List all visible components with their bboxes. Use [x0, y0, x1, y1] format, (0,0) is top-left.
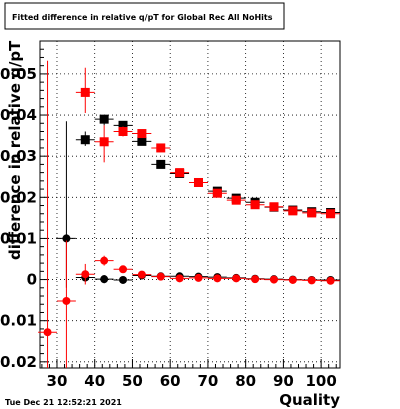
y-tick-label: 0.01 [0, 229, 37, 247]
x-tick-label: 40 [84, 372, 105, 390]
data-point-circle [288, 275, 297, 284]
x-tick-label: 50 [122, 372, 143, 390]
y-tick-label: -0.01 [0, 312, 37, 330]
data-point-circle [175, 274, 184, 283]
data-point-square [137, 129, 147, 139]
y-tick-label: -0.02 [0, 353, 37, 371]
data-point-circle [100, 275, 109, 284]
data-point-circle [251, 275, 260, 284]
series-1 [75, 67, 340, 219]
grid-lines [40, 41, 340, 368]
x-tick-labels: 30 40 50 60 70 80 90 100 [47, 372, 337, 390]
data-point-square [156, 143, 166, 153]
data-point-square [118, 120, 128, 130]
data-point-square [307, 208, 317, 218]
data-point-circle [213, 274, 222, 283]
data-point-circle [307, 276, 316, 285]
data-point-square [175, 168, 185, 178]
x-tick-label: 60 [160, 372, 181, 390]
data-point-square [80, 135, 90, 145]
x-tick-label: 80 [235, 372, 256, 390]
data-point-circle [137, 270, 146, 279]
series-3 [38, 60, 340, 368]
data-point-square [156, 159, 166, 169]
data-point-circle [119, 275, 128, 284]
data-point-circle [194, 273, 203, 282]
data-point-square [99, 137, 109, 147]
timestamp: Tue Dec 21 12:52:21 2021 [5, 398, 122, 407]
y-tick-label: 0.04 [0, 106, 37, 124]
data-point-square [212, 188, 222, 198]
plot-frame [39, 40, 341, 369]
x-tick-label: 100 [305, 372, 336, 390]
title-box [4, 2, 285, 30]
x-tick-label: 70 [197, 372, 218, 390]
y-tick-label: 0.03 [0, 147, 37, 165]
data-point-circle [326, 276, 335, 285]
data-point-circle [156, 272, 165, 281]
data-point-circle [43, 328, 52, 337]
y-axis-title: difference in relative q/pT [6, 40, 24, 260]
chart-title: Fitted difference in relative q/pT for G… [12, 13, 273, 22]
data-points [38, 60, 340, 368]
data-point-square [288, 206, 298, 216]
data-point-circle [269, 275, 278, 284]
data-point-square [193, 177, 203, 187]
data-point-circle [100, 256, 109, 265]
x-tick-label: 30 [47, 372, 68, 390]
data-point-square [137, 136, 147, 146]
data-point-square [269, 202, 279, 212]
x-axis-title: Quality [279, 391, 340, 409]
data-point-square [80, 87, 90, 97]
y-tick-labels: -0.02 -0.01 0 0.01 0.02 0.03 0.04 0.05 [0, 65, 37, 371]
x-tick-label: 90 [273, 372, 294, 390]
y-tick-label: 0 [27, 271, 37, 289]
data-point-square [231, 195, 241, 205]
y-tick-label: 0.02 [0, 188, 37, 206]
data-point-circle [62, 234, 71, 243]
data-point-circle [81, 270, 90, 279]
data-point-square [326, 209, 336, 219]
data-point-square [250, 200, 260, 210]
data-point-circle [62, 296, 71, 305]
y-tick-label: 0.05 [0, 65, 37, 83]
data-point-square [99, 114, 109, 124]
data-point-circle [119, 265, 128, 274]
data-point-square [118, 126, 128, 136]
data-point-circle [232, 274, 241, 283]
